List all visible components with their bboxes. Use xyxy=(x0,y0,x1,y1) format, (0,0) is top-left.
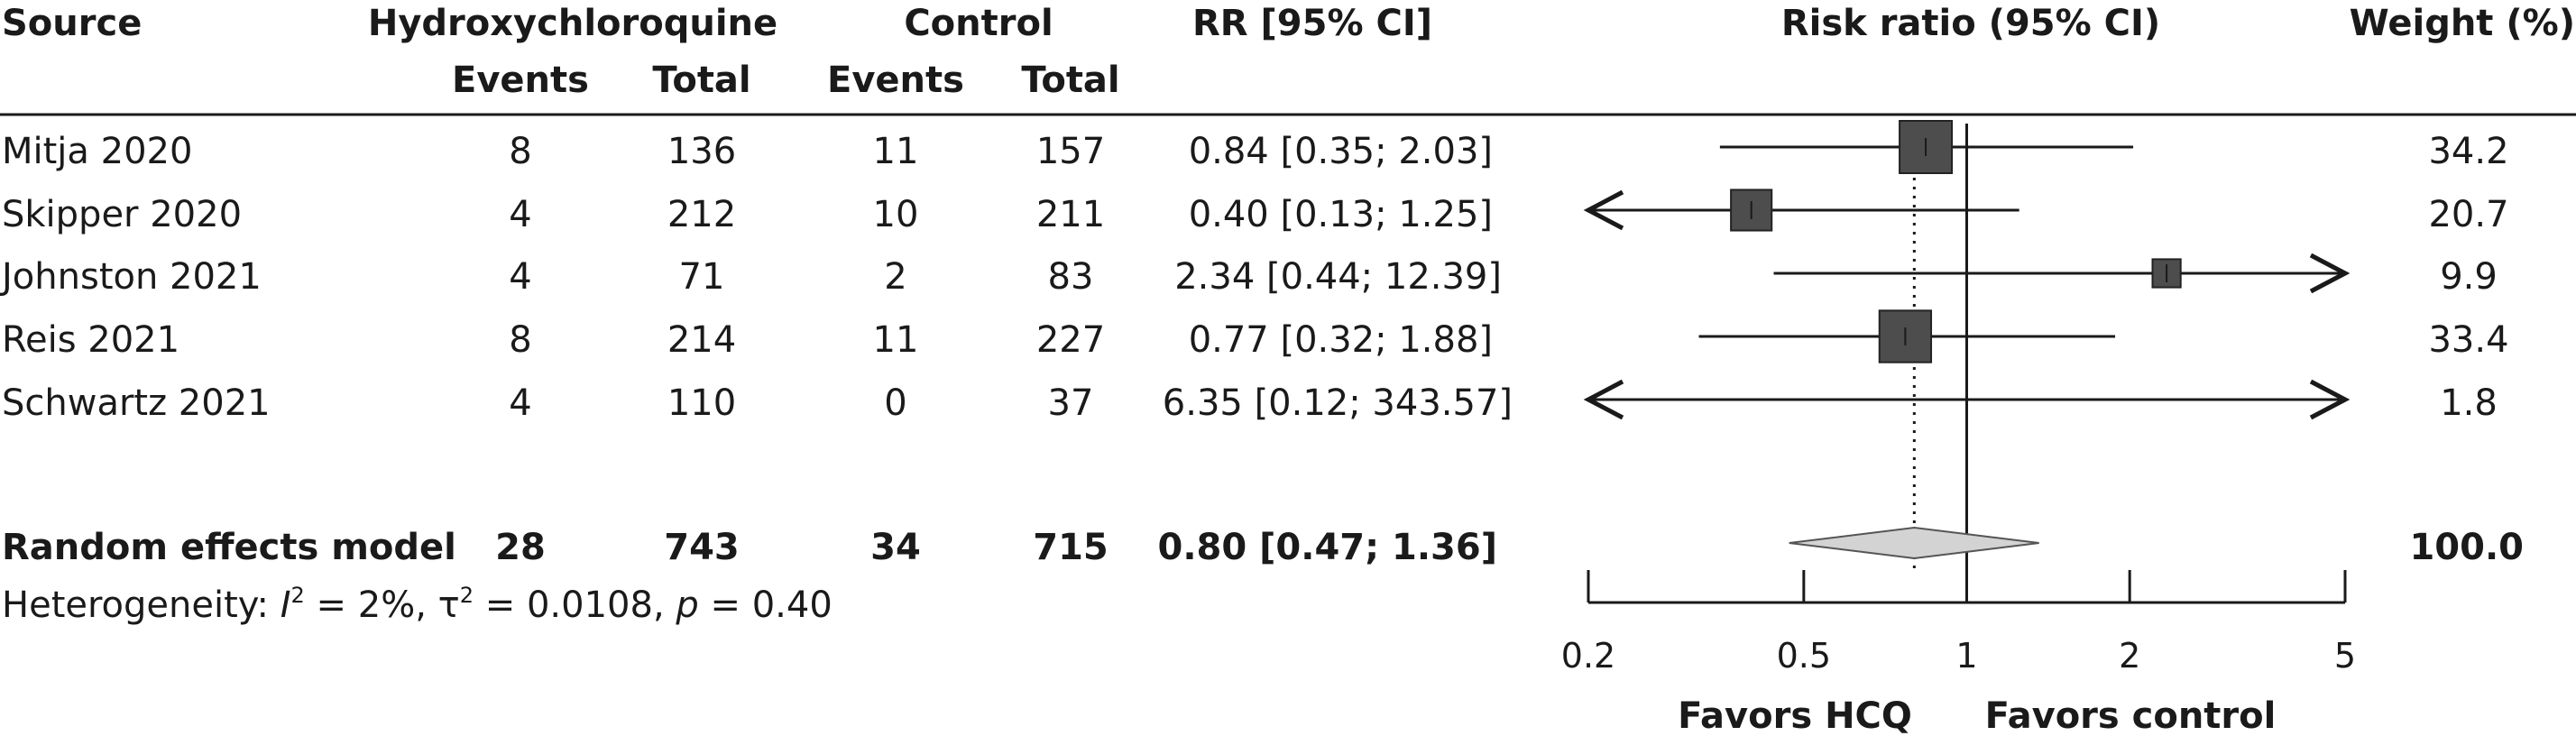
pooled-diamond xyxy=(1789,526,2039,560)
study-source: Skipper 2020 xyxy=(2,194,243,235)
heterogeneity-text: Heterogeneity: I2 = 2%, τ2 = 0.0108, p =… xyxy=(2,584,833,626)
study-hcq-total: 214 xyxy=(667,319,737,361)
header-ctrl-events: Events xyxy=(827,60,964,101)
study-hcq-events: 4 xyxy=(509,382,532,424)
ci-arrow-left xyxy=(1583,189,1624,231)
study-rr-ci: 0.40 [0.13; 1.25] xyxy=(1188,194,1493,235)
study-ctrl-total: 83 xyxy=(1047,256,1094,298)
plot-layer: 0.2 0.5 1 2 5 xyxy=(1561,120,2356,676)
study-weight: 34.2 xyxy=(2428,131,2509,172)
pooled-ctrl-events: 34 xyxy=(870,527,921,568)
x-tick-label: 0.5 xyxy=(1777,636,1831,676)
ci-arrow-right xyxy=(2309,379,2351,420)
study-ctrl-total: 227 xyxy=(1035,319,1106,361)
header-ctrl-total: Total xyxy=(1021,60,1120,101)
pooled-rr-ci: 0.80 [0.47; 1.36] xyxy=(1157,527,1497,568)
header-source: Source xyxy=(2,3,143,44)
study-point-box xyxy=(1899,120,1954,174)
x-tick-label: 0.2 xyxy=(1561,636,1615,676)
study-hcq-total: 110 xyxy=(667,382,737,424)
heterogeneity-prefix: Heterogeneity: xyxy=(2,584,281,626)
tau2-symbol: τ xyxy=(437,584,460,626)
i2-superscript: 2 xyxy=(290,583,305,608)
study-hcq-total: 71 xyxy=(678,256,725,298)
study-ctrl-total: 37 xyxy=(1047,382,1094,424)
study-source: Johnston 2021 xyxy=(2,256,262,298)
study-rr-ci: 2.34 [0.44; 12.39] xyxy=(1174,256,1502,298)
study-ctrl-total: 211 xyxy=(1035,194,1106,235)
study-weight: 9.9 xyxy=(2440,256,2498,298)
study-ctrl-events: 11 xyxy=(872,319,919,361)
study-weight: 1.8 xyxy=(2440,382,2498,424)
pooled-weight: 100.0 xyxy=(2409,527,2524,568)
header-hcq-group: Hydroxychloroquine xyxy=(367,3,778,44)
study-ctrl-total: 157 xyxy=(1035,131,1106,172)
study-ctrl-events: 10 xyxy=(872,194,919,235)
ci-arrow-right xyxy=(2309,253,2351,294)
tau2-value: = 0.0108, xyxy=(474,584,676,626)
favors-hcq-label: Favors HCQ xyxy=(1678,695,1912,736)
pooled-ctrl-total: 715 xyxy=(1033,527,1109,568)
study-rr-ci: 0.77 [0.32; 1.88] xyxy=(1188,319,1493,361)
i2-symbol: I xyxy=(280,584,291,626)
study-source: Mitja 2020 xyxy=(2,131,193,172)
header-hcq-total: Total xyxy=(652,60,751,101)
tau2-superscript: 2 xyxy=(459,583,474,608)
x-tick-label: 5 xyxy=(2334,636,2356,676)
study-ctrl-events: 2 xyxy=(884,256,907,298)
favors-control-label: Favors control xyxy=(1985,695,2277,736)
study-weight: 20.7 xyxy=(2428,194,2509,235)
study-rr-ci: 0.84 [0.35; 2.03] xyxy=(1188,131,1493,172)
study-hcq-total: 136 xyxy=(667,131,737,172)
header-control-group: Control xyxy=(904,3,1053,44)
header-weight: Weight (%) xyxy=(2349,3,2575,44)
ci-arrow-left xyxy=(1583,379,1624,420)
study-source: Schwartz 2021 xyxy=(2,382,271,424)
pooled-hcq-total: 743 xyxy=(664,527,740,568)
p-value: = 0.40 xyxy=(698,584,833,626)
study-rr-ci: 6.35 [0.12; 343.57] xyxy=(1162,382,1513,424)
study-hcq-events: 4 xyxy=(509,256,532,298)
header-hcq-events: Events xyxy=(452,60,589,101)
study-weight: 33.4 xyxy=(2428,319,2509,361)
header-rr-ci: RR [95% CI] xyxy=(1192,3,1432,44)
p-symbol: p xyxy=(676,584,699,626)
study-source: Reis 2021 xyxy=(2,319,180,361)
i2-value: = 2%, xyxy=(304,584,438,626)
pooled-label: Random effects model xyxy=(2,527,456,568)
pooled-hcq-events: 28 xyxy=(495,527,546,568)
header-risk-ratio: Risk ratio (95% CI) xyxy=(1780,3,2161,44)
study-hcq-events: 8 xyxy=(509,131,532,172)
x-tick-label: 2 xyxy=(2119,636,2140,676)
study-ctrl-events: 0 xyxy=(884,382,907,424)
x-tick-label: 1 xyxy=(1955,636,1977,676)
study-ctrl-events: 11 xyxy=(872,131,919,172)
study-hcq-total: 212 xyxy=(667,194,737,235)
study-hcq-events: 8 xyxy=(509,319,532,361)
study-hcq-events: 4 xyxy=(509,194,532,235)
